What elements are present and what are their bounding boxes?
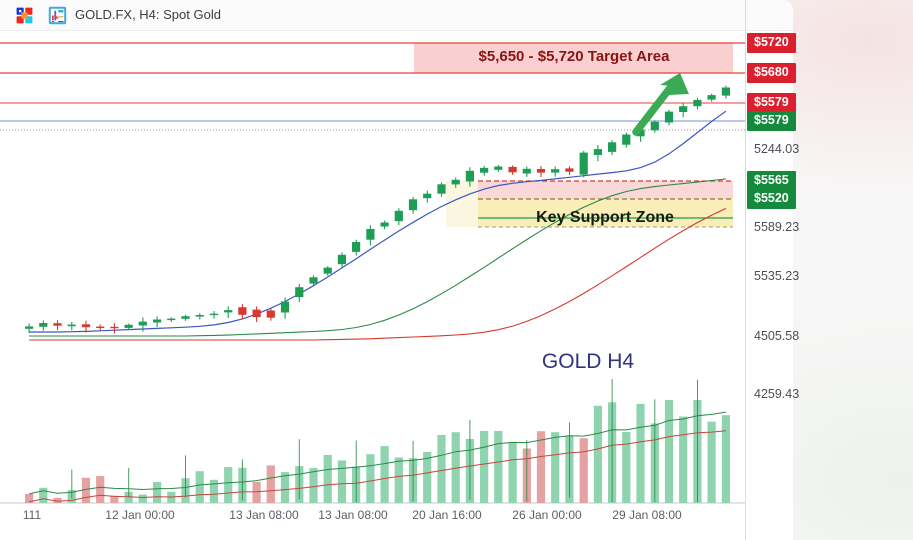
svg-text:Key Support Zone: Key Support Zone xyxy=(536,209,674,226)
svg-text:$5,650 - $5,720 Target Area: $5,650 - $5,720 Target Area xyxy=(479,48,671,65)
